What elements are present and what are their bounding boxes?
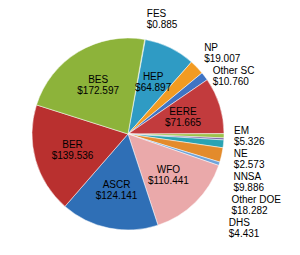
svg-text:ASCR$124.141: ASCR$124.141 <box>96 179 138 201</box>
svg-text:BER$139.536: BER$139.536 <box>52 139 94 161</box>
svg-text:EM$5.326: EM$5.326 <box>234 125 265 147</box>
svg-text:FES$0.885: FES$0.885 <box>147 8 178 30</box>
svg-text:NE$2.573: NE$2.573 <box>234 148 265 170</box>
svg-text:NNSA$9.886: NNSA$9.886 <box>233 171 264 193</box>
svg-text:Other DOE$18.282: Other DOE$18.282 <box>231 194 281 216</box>
svg-text:EERE$71.665: EERE$71.665 <box>165 106 202 128</box>
svg-text:HEP$64.897: HEP$64.897 <box>135 71 172 93</box>
svg-text:NP$19.007: NP$19.007 <box>204 42 241 64</box>
svg-text:DHS$4.431: DHS$4.431 <box>229 217 260 239</box>
svg-text:BES$172.597: BES$172.597 <box>77 74 119 96</box>
svg-text:WFO$110.441: WFO$110.441 <box>148 164 189 186</box>
svg-text:Other SC$10.760: Other SC$10.760 <box>213 65 255 87</box>
